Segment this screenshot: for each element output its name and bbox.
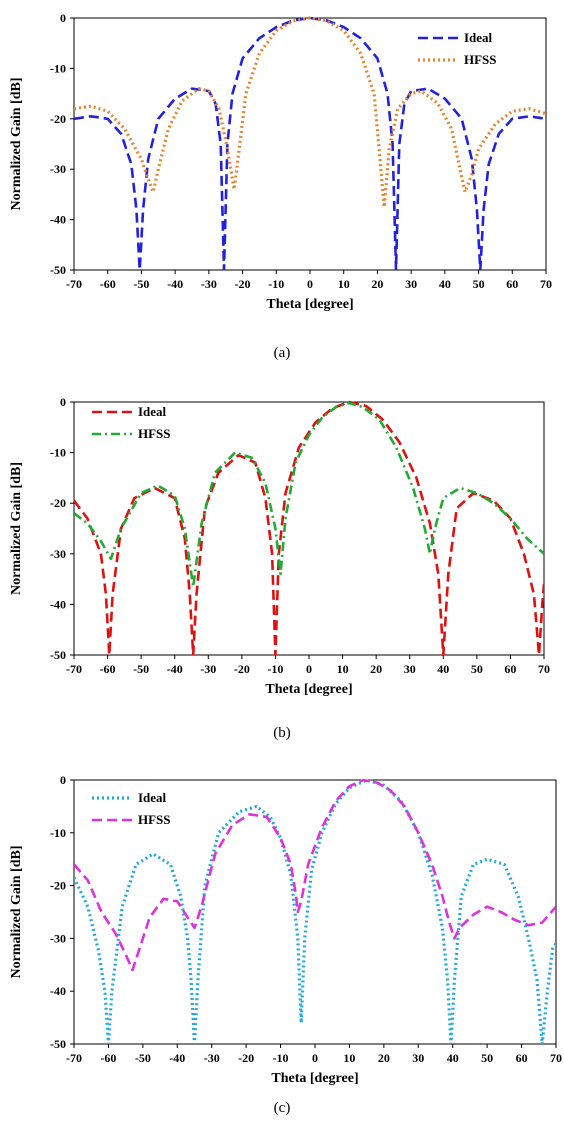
y-tick-label: -50 <box>50 1037 66 1051</box>
x-tick-label: -10 <box>273 1051 289 1065</box>
y-tick-label: -30 <box>50 931 66 945</box>
chart-panel-b: 0-10-20-30-40-50-70 -60 -50 -40 -30 -20 -10 0 10… <box>9 395 550 741</box>
x-tick-label: -30 <box>204 1051 220 1065</box>
x-tick-label: 60 <box>516 1051 528 1065</box>
chart-panel-c: 0-10-20-30-40-50-70 -60 -50 -40 -30 -20 -10 0 10… <box>9 773 562 1116</box>
x-tick-label: -50 <box>135 1051 151 1065</box>
x-tick-label: -40 <box>167 662 183 676</box>
x-tick-label: -40 <box>167 277 183 291</box>
x-axis-label: Theta [degree] <box>265 682 352 697</box>
x-tick-label: 10 <box>343 1051 355 1065</box>
x-tick-label: 40 <box>439 277 451 291</box>
y-tick-label: -30 <box>50 547 66 561</box>
panel-caption: (a) <box>274 345 291 361</box>
x-tick-label: 60 <box>506 277 518 291</box>
x-tick-label: 0 <box>307 277 313 291</box>
x-tick-label: -50 <box>133 662 149 676</box>
x-tick-label: 20 <box>370 662 382 676</box>
x-tick-label: 30 <box>405 277 417 291</box>
x-tick-label: 70 <box>538 662 550 676</box>
x-tick-label: 20 <box>371 277 383 291</box>
x-tick-label: 40 <box>447 1051 459 1065</box>
x-tick-label: -60 <box>100 277 116 291</box>
x-axis-label: Theta [degree] <box>266 297 353 312</box>
legend-label-ideal: Ideal <box>138 404 167 419</box>
y-tick-label: -50 <box>50 263 66 277</box>
x-tick-label: 20 <box>378 1051 390 1065</box>
y-tick-label: -40 <box>50 984 66 998</box>
x-tick-label: -30 <box>201 277 217 291</box>
y-tick-label: -40 <box>50 213 66 227</box>
y-axis-label: Normalized Gain [dB] <box>9 78 24 211</box>
x-tick-label: 0 <box>312 1051 318 1065</box>
x-tick-label: 30 <box>404 662 416 676</box>
x-tick-label: -70 <box>66 662 82 676</box>
y-tick-label: -20 <box>50 879 66 893</box>
x-tick-label: -10 <box>268 277 284 291</box>
x-tick-label: -20 <box>234 662 250 676</box>
legend-label-hfss: HFSS <box>464 52 497 67</box>
y-tick-label: 0 <box>60 11 66 25</box>
series-line-hfss <box>74 16 546 209</box>
x-tick-label: 50 <box>481 1051 493 1065</box>
series-line-ideal <box>74 400 544 655</box>
x-tick-label: 50 <box>471 662 483 676</box>
legend-label-hfss: HFSS <box>138 812 171 827</box>
y-tick-label: -10 <box>50 446 66 460</box>
y-tick-label: -40 <box>50 597 66 611</box>
x-tick-label: -20 <box>238 1051 254 1065</box>
x-tick-label: 70 <box>550 1051 562 1065</box>
y-tick-label: 0 <box>60 395 66 409</box>
chart-panel-a: 0-10-20-30-40-50-70 -60 -50 -40 -30 -20 -10 0 10… <box>9 11 552 361</box>
x-tick-label: 50 <box>473 277 485 291</box>
y-axis-label: Normalized Gain [dB] <box>9 846 24 979</box>
y-tick-label: -20 <box>50 496 66 510</box>
y-tick-label: -50 <box>50 648 66 662</box>
panel-caption: (b) <box>273 725 291 741</box>
x-tick-label: -50 <box>133 277 149 291</box>
y-tick-label: -10 <box>50 61 66 75</box>
x-tick-label: -70 <box>66 277 82 291</box>
x-tick-label: -30 <box>200 662 216 676</box>
y-tick-label: 0 <box>60 773 66 787</box>
x-tick-label: 10 <box>338 277 350 291</box>
x-tick-label: 60 <box>504 662 516 676</box>
x-tick-label: 0 <box>306 662 312 676</box>
x-tick-label: 40 <box>437 662 449 676</box>
y-tick-label: -10 <box>50 826 66 840</box>
x-tick-label: -60 <box>100 1051 116 1065</box>
y-axis-label: Normalized Gain [dB] <box>9 462 24 595</box>
x-tick-label: -20 <box>235 277 251 291</box>
legend-label-ideal: Ideal <box>138 790 167 805</box>
y-tick-label: -30 <box>50 162 66 176</box>
x-tick-label: -40 <box>169 1051 185 1065</box>
x-tick-label: 70 <box>540 277 552 291</box>
x-axis-label: Theta [degree] <box>271 1071 358 1086</box>
x-tick-label: -70 <box>66 1051 82 1065</box>
x-tick-label: -10 <box>267 662 283 676</box>
x-tick-label: 10 <box>337 662 349 676</box>
y-tick-label: -20 <box>50 112 66 126</box>
series-line-hfss <box>74 778 556 972</box>
series-line-hfss <box>74 401 544 588</box>
legend-label-ideal: Ideal <box>464 30 493 45</box>
panel-caption: (c) <box>274 1100 291 1116</box>
x-tick-label: -60 <box>100 662 116 676</box>
legend-label-hfss: HFSS <box>138 426 171 441</box>
x-tick-label: 30 <box>412 1051 424 1065</box>
